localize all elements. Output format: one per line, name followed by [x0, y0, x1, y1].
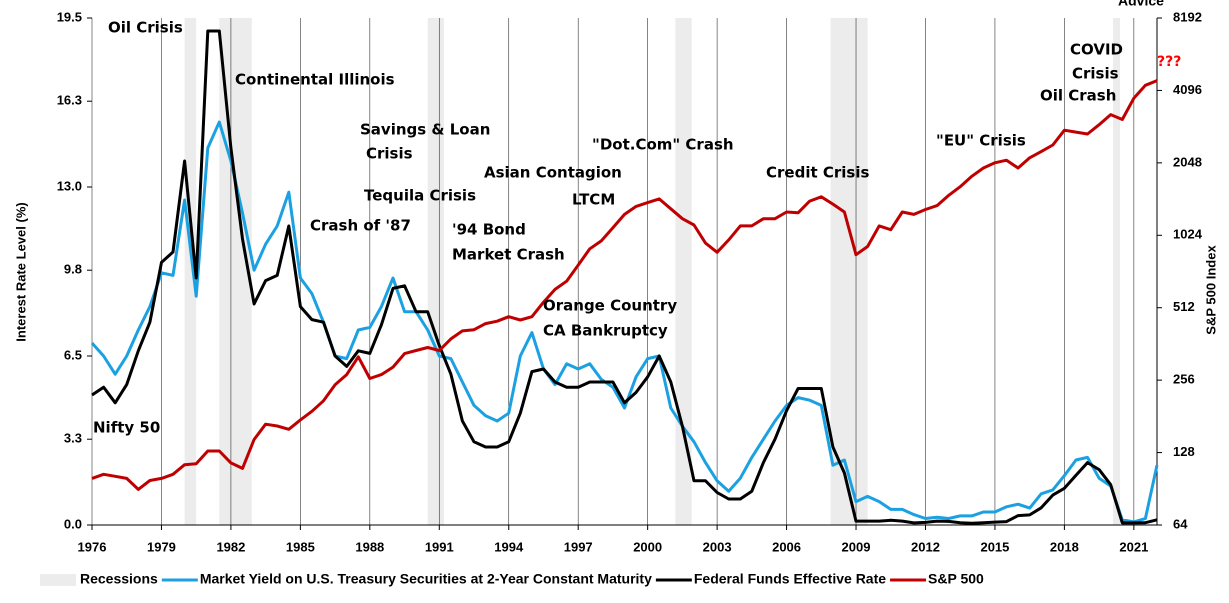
legend-label: S&P 500: [928, 571, 984, 587]
y2-tick-label: 4096: [1173, 82, 1202, 97]
y-axis-label: Interest Rate Level (%): [13, 202, 28, 341]
x-tick-label: 2000: [633, 539, 662, 554]
annotation: '94 Bond: [452, 221, 526, 239]
annotation: Crisis: [1072, 65, 1119, 83]
series-line: [90, 120, 1159, 524]
x-tick-label: 1994: [494, 539, 524, 554]
x-tick-label: 2003: [703, 539, 732, 554]
x-tick-label: 2009: [842, 539, 871, 554]
annotation: CA Bankruptcy: [543, 322, 668, 340]
annotation: Crisis: [366, 145, 413, 163]
x-tick-label: 1982: [216, 539, 245, 554]
recession-band: [1113, 18, 1120, 525]
x-tick-label: 2012: [911, 539, 940, 554]
y-tick-label: 9.8: [64, 262, 82, 277]
annotation: Nifty 50: [93, 419, 160, 437]
annotation: "Dot.Com" Crash: [592, 136, 734, 154]
x-tick-label: 2021: [1119, 539, 1148, 554]
annotation: COVID: [1070, 41, 1123, 59]
annotation: Savings & Loan: [360, 121, 490, 139]
y2-tick-label: 512: [1173, 299, 1195, 314]
recession-band: [675, 18, 692, 525]
y2-tick-label: 2048: [1173, 154, 1202, 169]
annotation: LTCM: [572, 191, 615, 209]
legend-swatch: [40, 574, 76, 586]
y2-tick-label: 128: [1173, 444, 1195, 459]
recession-band: [427, 18, 444, 525]
series-line: [91, 79, 1158, 491]
y-tick-label: 3.3: [64, 431, 82, 446]
y-tick-label: 19.5: [57, 9, 82, 24]
recession-band: [219, 18, 252, 525]
x-tick-label: 1976: [78, 539, 107, 554]
recession-band: [830, 18, 868, 525]
annotation: Asian Contagion: [484, 164, 622, 182]
x-tick-label: 2018: [1050, 539, 1079, 554]
y2-tick-label: 64: [1173, 516, 1188, 531]
y-tick-label: 6.5: [64, 347, 82, 362]
legend-label: Market Yield on U.S. Treasury Securities…: [200, 571, 652, 587]
x-tick-label: 1985: [286, 539, 315, 554]
y2-tick-label: 256: [1173, 372, 1195, 387]
y-tick-label: 0.0: [64, 516, 82, 531]
series-line: [91, 29, 1158, 525]
y-tick-label: 13.0: [57, 178, 82, 193]
y-tick-label: 16.3: [57, 93, 82, 108]
annotation: Credit Crisis: [766, 164, 869, 182]
annotation: Oil Crash: [1040, 87, 1116, 105]
legend-label: Recessions: [80, 571, 158, 587]
annotation: Continental Illinois: [235, 71, 395, 89]
annotation: ???: [1157, 54, 1181, 70]
x-tick-label: 1991: [425, 539, 454, 554]
x-tick-label: 1988: [355, 539, 384, 554]
logo-text: Advice: [1118, 0, 1164, 9]
x-tick-label: 1997: [564, 539, 593, 554]
annotation: "EU" Crisis: [936, 132, 1026, 150]
x-tick-label: 2015: [980, 539, 1009, 554]
x-tick-label: 1979: [147, 539, 176, 554]
annotation: Tequila Crisis: [364, 187, 476, 205]
y2-axis-label: S&P 500 Index: [1203, 245, 1218, 335]
annotation: Oil Crisis: [108, 19, 183, 37]
legend-label: Federal Funds Effective Rate: [694, 571, 886, 587]
recession-band: [184, 18, 197, 525]
annotation: Crash of '87: [310, 217, 411, 235]
x-tick-label: 2006: [772, 539, 801, 554]
y2-tick-label: 8192: [1173, 9, 1202, 24]
y2-tick-label: 1024: [1173, 227, 1203, 242]
annotation: Market Crash: [452, 246, 565, 264]
annotation: Orange Country: [543, 297, 677, 315]
